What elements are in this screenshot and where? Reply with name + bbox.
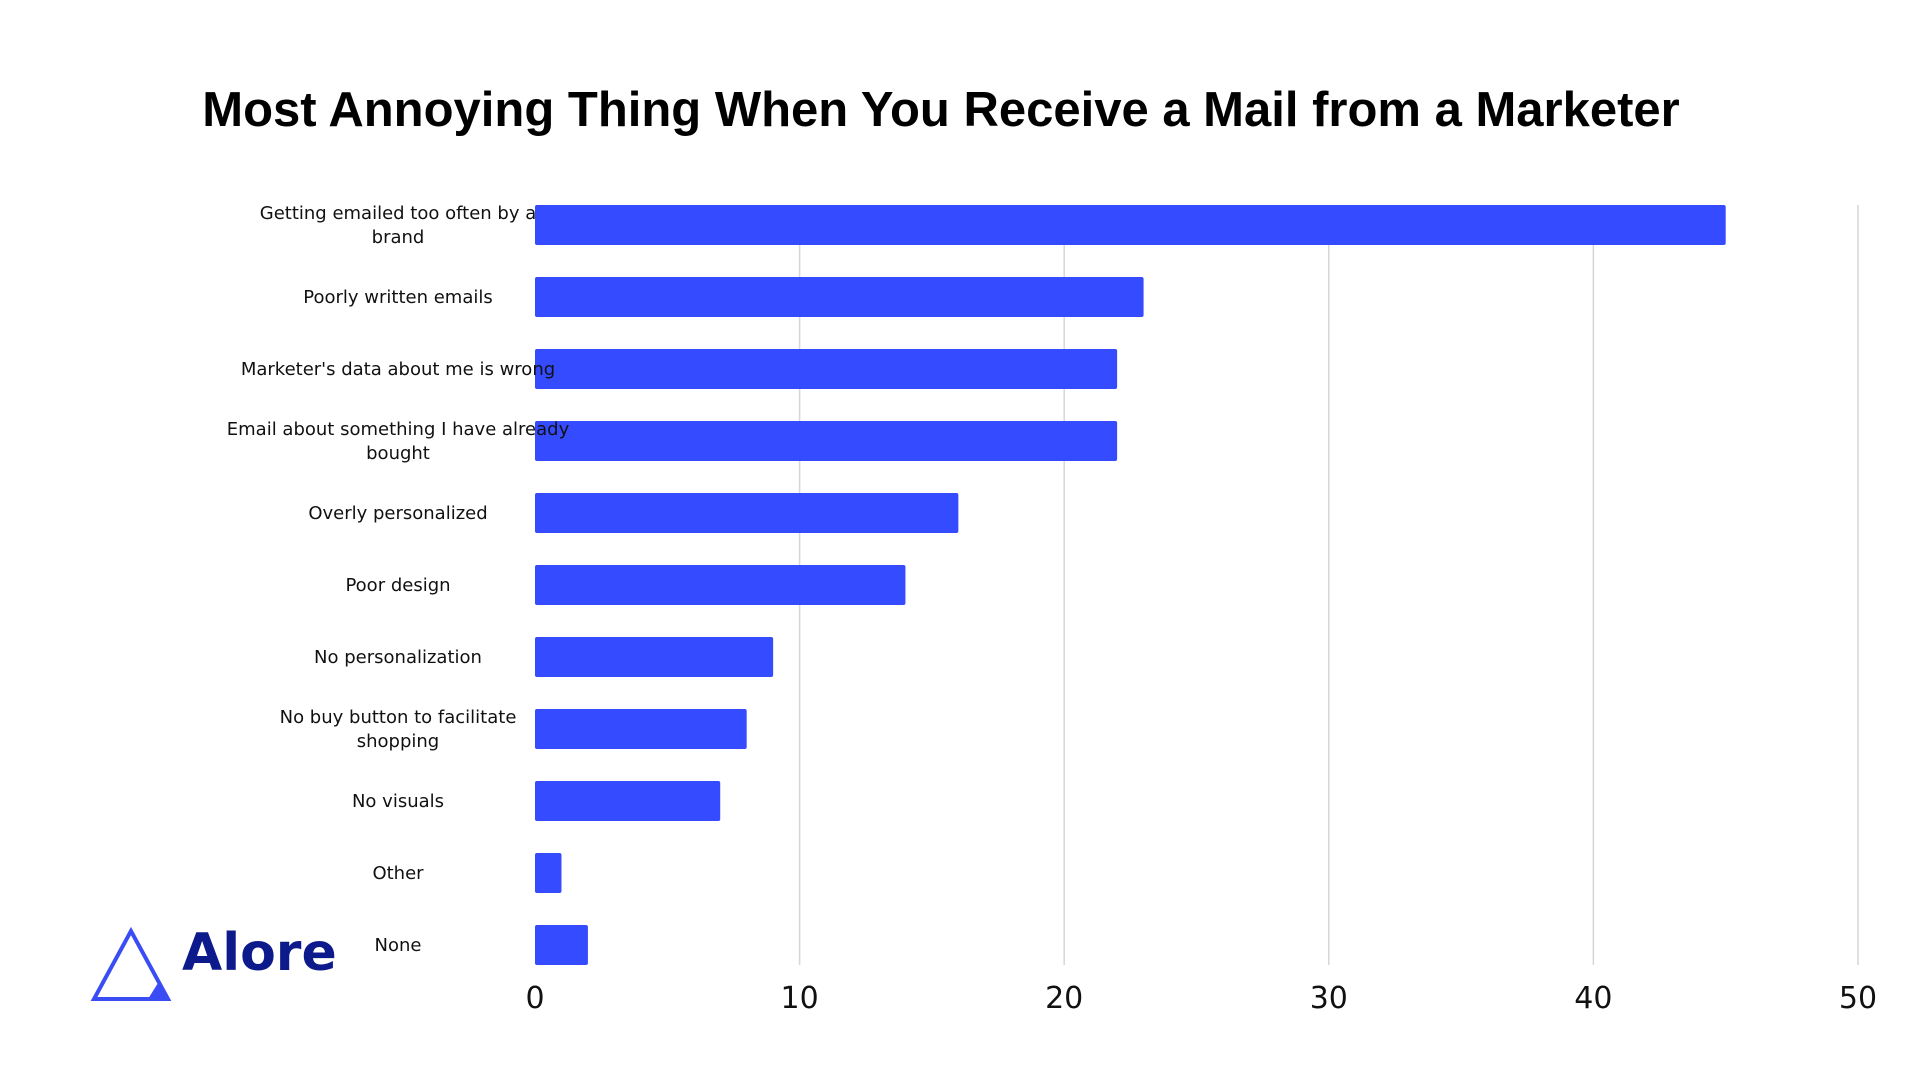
bar [535,637,774,677]
bar [535,349,1118,389]
x-tick-labels: 0 10 20 30 40 50 [525,981,1877,1016]
category-label: None [375,935,422,956]
category-label: No buy button to facilitate shopping [280,707,517,752]
bar [535,205,1726,245]
category-label: Poor design [345,575,450,596]
category-label: Poorly written emails [303,287,492,308]
category-label: Email about something I have already boug… [227,419,570,464]
category-labels: Getting emailed too often by a brand Poorl… [227,203,570,956]
bar [535,781,721,821]
bar [535,277,1144,317]
x-tick-label: 10 [781,981,819,1016]
x-tick-label: 20 [1045,981,1083,1016]
bars [535,205,1726,965]
x-tick-label: 50 [1839,981,1877,1016]
bar [535,493,959,533]
category-label: No visuals [352,791,444,812]
chart-title: Most Annoying Thing When You Receive a M… [202,83,1680,137]
x-tick-label: 30 [1310,981,1348,1016]
bar [535,925,588,965]
x-tick-label: 0 [525,981,544,1016]
bar [535,853,562,893]
category-label: Overly personalized [308,503,487,524]
bar [535,421,1118,461]
category-label: Getting emailed too often by a brand [260,203,537,248]
grid-lines [798,205,1859,965]
bar [535,709,747,749]
brand-name: Alore [182,923,337,983]
category-label: No personalization [314,647,482,668]
x-tick-label: 40 [1574,981,1612,1016]
triangle-logo-icon [90,926,172,1001]
category-label: Marketer's data about me is wrong [241,359,555,380]
category-label: Other [372,863,424,884]
brand-logo: Alore [90,925,337,1005]
bar [535,565,906,605]
